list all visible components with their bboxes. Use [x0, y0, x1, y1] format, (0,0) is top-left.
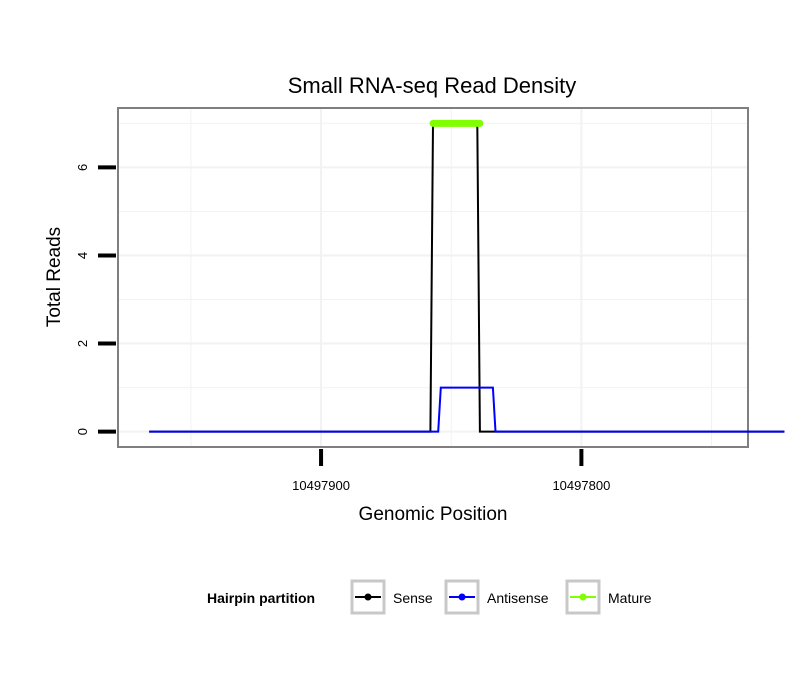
legend-key-point: [579, 593, 587, 601]
series-line-antisense: [149, 386, 785, 433]
y-axis-label: Total Reads: [44, 227, 65, 327]
legend: Hairpin partition Sense Antisense Mature: [207, 579, 652, 615]
x-axis: 10497900 10497800: [292, 449, 610, 493]
legend-item-sense: Sense: [350, 579, 433, 615]
y-tick-label: 4: [75, 252, 90, 259]
legend-label: Antisense: [487, 590, 549, 606]
legend-key-point: [364, 593, 372, 601]
legend-item-mature: Mature: [565, 579, 652, 615]
x-tick-label: 10497900: [292, 478, 350, 493]
y-tick-label: 2: [75, 340, 90, 347]
series-line-sense: [149, 122, 785, 433]
series-group: [149, 119, 785, 433]
legend-key-point: [458, 593, 466, 601]
y-tick-label: 0: [75, 428, 90, 435]
chart-title: Small RNA-seq Read Density: [288, 73, 577, 98]
legend-item-antisense: Antisense: [444, 579, 549, 615]
x-tick-label: 10497800: [552, 478, 610, 493]
x-axis-label: Genomic Position: [359, 504, 508, 525]
y-axis: 0 2 4 6: [75, 164, 116, 435]
legend-label: Sense: [393, 590, 433, 606]
y-tick-label: 6: [75, 164, 90, 171]
legend-title: Hairpin partition: [207, 590, 315, 606]
legend-label: Mature: [608, 590, 652, 606]
plot-panel-border: [117, 107, 749, 448]
